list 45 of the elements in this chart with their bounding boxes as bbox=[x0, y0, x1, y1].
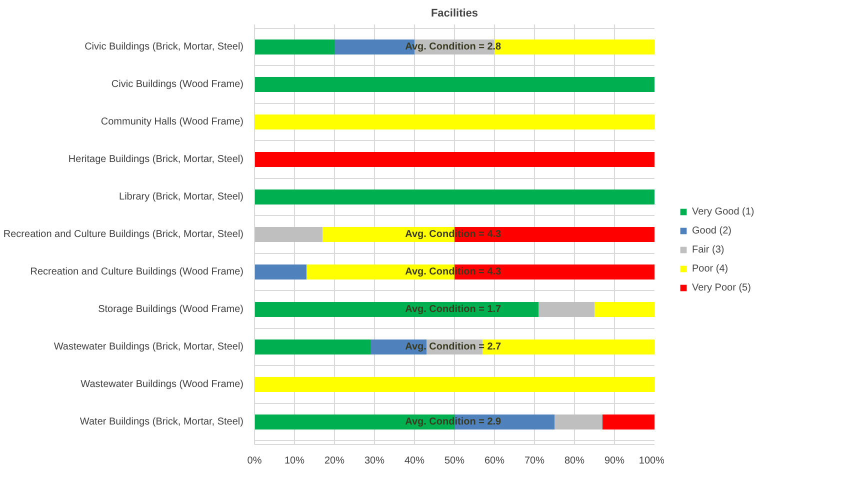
bar bbox=[254, 302, 538, 317]
bar bbox=[370, 340, 426, 354]
y-tick-label: Heritage Buildings (Brick, Mortar, Steel) bbox=[68, 154, 244, 165]
y-tick-label: Community Halls (Wood Frame) bbox=[100, 116, 244, 128]
legend-label: Very Poor (5) bbox=[692, 282, 751, 293]
y-tick-label: Storage Buildings (Wood Frame) bbox=[98, 304, 244, 315]
bar bbox=[602, 414, 654, 430]
bar bbox=[254, 264, 306, 280]
bar bbox=[254, 114, 654, 130]
y-tick-label: Recreation and Culture Buildings (Brick, Mortar, Steel) bbox=[3, 229, 244, 240]
x-tick-label: 60% bbox=[484, 456, 505, 466]
x-tick-label: 90% bbox=[604, 456, 625, 466]
x-tick-label: 0% bbox=[247, 456, 262, 466]
y-tick-label: Civic Buildings (Wood Frame) bbox=[111, 79, 244, 90]
bar bbox=[554, 414, 602, 430]
bar bbox=[254, 40, 334, 54]
legend-label: Poor (4) bbox=[692, 263, 728, 274]
bar bbox=[254, 190, 654, 204]
bar bbox=[254, 340, 370, 354]
legend-label: Fair (3) bbox=[692, 244, 724, 255]
legend-label: Very Good (1) bbox=[692, 206, 754, 217]
bar bbox=[254, 152, 654, 167]
y-tick-label: Civic Buildings (Brick, Mortar, Steel) bbox=[84, 42, 244, 52]
x-tick-label: 10% bbox=[284, 456, 305, 466]
bar bbox=[254, 377, 654, 392]
y-tick-label: Wastewater Buildings (Wood Frame) bbox=[80, 379, 244, 390]
x-tick-label: 80% bbox=[564, 456, 585, 466]
bar bbox=[254, 227, 322, 242]
x-tick-label: 30% bbox=[364, 456, 385, 466]
y-tick-label: Water Buildings (Brick, Mortar, Steel) bbox=[80, 416, 244, 428]
bar bbox=[594, 302, 654, 317]
y-tick-label: Recreation and Culture Buildings (Wood Frame) bbox=[30, 266, 244, 278]
x-tick-label: 100% bbox=[638, 456, 665, 466]
bar bbox=[538, 302, 594, 317]
chart-title: Facilities bbox=[430, 8, 478, 20]
legend-label: Good (2) bbox=[692, 225, 732, 236]
bar bbox=[254, 77, 654, 92]
x-tick-label: 20% bbox=[324, 456, 345, 466]
y-tick-label: Library (Brick, Mortar, Steel) bbox=[119, 192, 244, 202]
bar bbox=[482, 340, 654, 354]
y-tick-label: Wastewater Buildings (Brick, Mortar, Steel) bbox=[54, 342, 244, 352]
x-tick-label: 40% bbox=[404, 456, 425, 466]
annotation: Avg. Condition = 1.7 bbox=[405, 304, 502, 315]
x-tick-label: 50% bbox=[444, 456, 465, 466]
x-tick-label: 70% bbox=[524, 456, 545, 466]
